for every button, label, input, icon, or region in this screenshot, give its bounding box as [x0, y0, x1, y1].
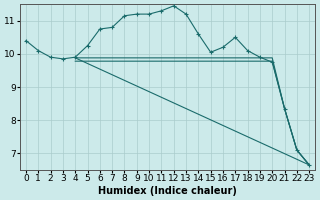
X-axis label: Humidex (Indice chaleur): Humidex (Indice chaleur): [98, 186, 237, 196]
